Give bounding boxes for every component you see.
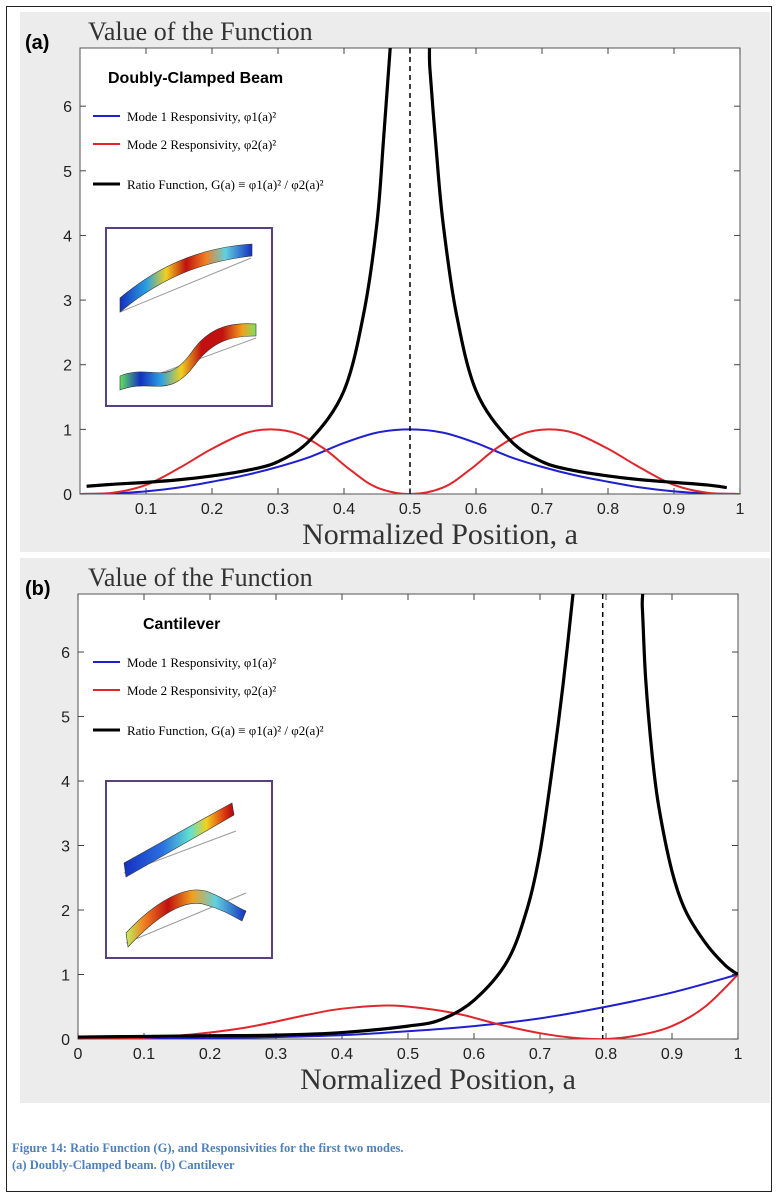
series-mode2-line	[80, 428, 740, 494]
x-tick-label: 0.5	[397, 1046, 419, 1063]
y-tick-label: 3	[61, 839, 70, 856]
x-tick-label: 0.6	[465, 501, 487, 518]
mode-shape-inset	[105, 227, 273, 407]
figure-frame	[6, 6, 772, 1192]
chart-subtitle: Cantilever	[143, 616, 220, 633]
x-tick-label: 0.7	[529, 1046, 551, 1063]
y-tick-label: 0	[61, 1032, 70, 1049]
x-tick-label: 0.2	[201, 501, 223, 518]
y-tick-label: 1	[63, 422, 72, 439]
panel-label: (b)	[25, 578, 51, 600]
x-tick-label: 0.5	[399, 501, 421, 518]
x-tick-label: 0.1	[133, 1046, 155, 1063]
panel-label: (a)	[25, 32, 49, 54]
beam-mode2-shape	[119, 323, 257, 391]
x-tick-label: 0.9	[663, 501, 685, 518]
y-tick-label: 2	[61, 903, 70, 920]
y-tick-label: 6	[61, 645, 70, 662]
x-tick-label: 0.4	[331, 1046, 353, 1063]
legend-label: Mode 1 Responsivity, φ1(a)²	[127, 109, 276, 124]
x-tick-label: 0.8	[595, 1046, 617, 1063]
legend-label: Ratio Function, G(a) ≡ φ1(a)² / φ2(a)²	[127, 177, 324, 192]
y-tick-label: 5	[63, 164, 72, 181]
legend: Mode 1 Responsivity, φ1(a)² Mode 2 Respon…	[93, 109, 324, 192]
series-ratio-line	[86, 48, 728, 490]
caption-line-1: Figure 14: Ratio Function (G), and Respo…	[12, 1141, 404, 1155]
x-axis-label: Normalized Position, a	[302, 518, 578, 551]
y-tick-label: 0	[63, 487, 72, 504]
legend-label: Mode 1 Responsivity, φ1(a)²	[127, 655, 276, 670]
series-group	[78, 594, 738, 1039]
legend-label: Mode 2 Responsivity, φ2(a)²	[127, 137, 276, 152]
beam-reference-outline	[119, 257, 252, 313]
beam-mode2-shape	[125, 889, 247, 948]
chart-subtitle: Doubly-Clamped Beam	[108, 70, 283, 87]
legend: Mode 1 Responsivity, φ1(a)² Mode 2 Respon…	[93, 655, 324, 738]
series-ratio-line	[78, 594, 738, 1039]
x-tick-label: 1	[736, 501, 745, 518]
caption-line-2: (a) Doubly-Clamped beam. (b) Cantilever	[12, 1158, 235, 1172]
y-tick-label: 6	[63, 99, 72, 116]
x-tick-label: 0.7	[531, 501, 553, 518]
y-tick-label: 5	[61, 710, 70, 727]
chart-title: Value of the Function	[88, 563, 313, 592]
x-tick-label: 0.4	[333, 501, 355, 518]
beam-mode1-shape	[119, 243, 253, 313]
x-tick-label: 1	[734, 1046, 743, 1063]
x-tick-label: 0.3	[265, 1046, 287, 1063]
legend-label: Mode 2 Responsivity, φ2(a)²	[127, 683, 276, 698]
x-tick-label: 0.1	[135, 501, 157, 518]
x-tick-label: 0.2	[199, 1046, 221, 1063]
chart-panel-a: Value of the Function (a) 0 1 2 3 4 5 6 0.1 0.2 0.3…	[20, 12, 770, 552]
x-tick-label: 0	[74, 1046, 83, 1063]
x-tick-label: 0.3	[267, 501, 289, 518]
x-tick-label: 0.8	[597, 501, 619, 518]
y-tick-label: 4	[63, 228, 72, 245]
mode-shape-inset	[105, 780, 273, 959]
figure-caption: Figure 14: Ratio Function (G), and Respo…	[12, 1140, 752, 1174]
chart-panel-b: Value of the Function (b) 0 1 2 3 4 5 6 0 0.1 0.2 0.…	[20, 558, 770, 1103]
beam-mode1-shape	[123, 802, 235, 878]
x-axis-label: Normalized Position, a	[300, 1063, 576, 1096]
legend-label: Ratio Function, G(a) ≡ φ1(a)² / φ2(a)²	[127, 723, 324, 738]
series-mode1-line	[78, 973, 738, 1039]
x-tick-label: 0.6	[463, 1046, 485, 1063]
y-tick-label: 1	[61, 968, 70, 985]
x-tick-label: 0.9	[661, 1046, 683, 1063]
series-mode2-line	[78, 973, 738, 1039]
y-tick-label: 3	[63, 293, 72, 310]
y-tick-label: 4	[61, 774, 70, 791]
chart-title: Value of the Function	[88, 17, 313, 46]
y-tick-label: 2	[63, 358, 72, 375]
